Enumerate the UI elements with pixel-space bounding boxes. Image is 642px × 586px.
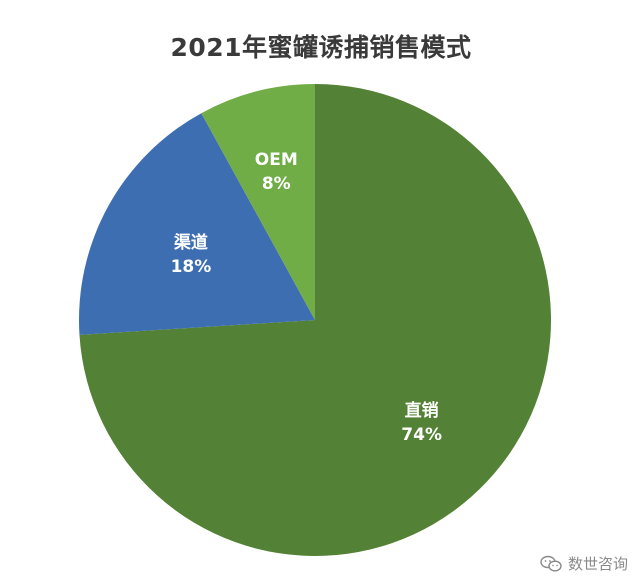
chart-title: 2021年蜜罐诱捕销售模式 [170, 33, 472, 62]
slice-value-label: 74% [401, 425, 442, 445]
wechat-icon [540, 555, 562, 572]
slice-category-label: OEM [255, 150, 298, 170]
watermark: 数世咨询 [540, 553, 628, 574]
slice-category-label: 直销 [405, 400, 439, 421]
watermark-text: 数世咨询 [567, 555, 628, 573]
slice-value-label: 8% [262, 174, 291, 194]
pie-slice-1 [79, 84, 551, 557]
slice-value-label: 18% [171, 257, 212, 277]
pie-slice-2 [78, 113, 315, 335]
pie-slice-3 [201, 84, 315, 320]
slice-category-label: 渠道 [173, 232, 208, 253]
